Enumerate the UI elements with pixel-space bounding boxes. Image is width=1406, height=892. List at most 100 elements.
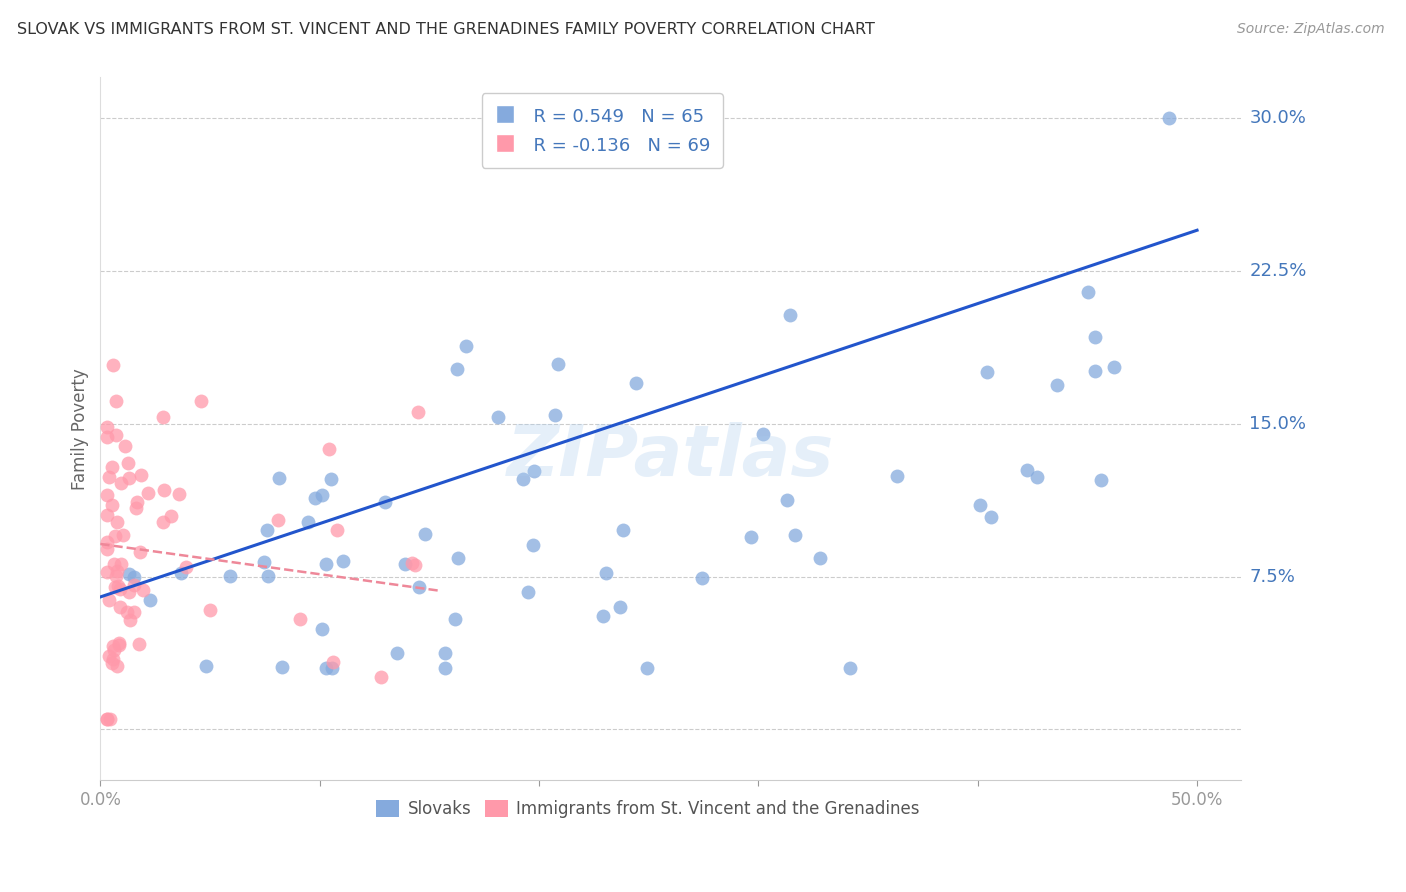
- Point: [886, 469, 908, 483]
- Point: [636, 661, 658, 675]
- Point: [105, 515, 128, 529]
- Point: [690, 571, 713, 585]
- Point: [253, 555, 276, 569]
- Point: [96, 566, 118, 580]
- Point: [107, 638, 129, 652]
- Point: [110, 476, 132, 491]
- Point: [332, 554, 354, 568]
- Legend: Slovaks, Immigrants from St. Vincent and the Grenadines: Slovaks, Immigrants from St. Vincent and…: [370, 793, 927, 825]
- Point: [404, 558, 426, 573]
- Point: [433, 661, 456, 675]
- Point: [96, 420, 118, 434]
- Point: [115, 605, 138, 619]
- Point: [96, 712, 118, 726]
- Point: [122, 577, 145, 591]
- Text: SLOVAK VS IMMIGRANTS FROM ST. VINCENT AND THE GRENADINES FAMILY POVERTY CORRELAT: SLOVAK VS IMMIGRANTS FROM ST. VINCENT AN…: [17, 22, 875, 37]
- Text: Source: ZipAtlas.com: Source: ZipAtlas.com: [1237, 22, 1385, 37]
- Point: [118, 584, 141, 599]
- Point: [370, 670, 392, 684]
- Point: [101, 358, 124, 372]
- Point: [522, 538, 544, 552]
- Point: [122, 570, 145, 584]
- Point: [315, 557, 337, 571]
- Point: [96, 488, 118, 502]
- Point: [104, 580, 127, 594]
- Point: [444, 612, 467, 626]
- Point: [969, 498, 991, 512]
- Point: [256, 523, 278, 537]
- Point: [101, 498, 124, 512]
- Point: [406, 405, 429, 419]
- Point: [270, 660, 292, 674]
- Point: [523, 464, 546, 478]
- Point: [288, 612, 311, 626]
- Point: [100, 657, 122, 671]
- Point: [132, 583, 155, 598]
- Y-axis label: Family Poverty: Family Poverty: [72, 368, 89, 490]
- Point: [195, 659, 218, 673]
- Point: [297, 515, 319, 529]
- Point: [101, 652, 124, 666]
- Point: [808, 550, 831, 565]
- Point: [1157, 111, 1180, 125]
- Point: [219, 568, 242, 582]
- Text: 30.0%: 30.0%: [1250, 109, 1306, 128]
- Point: [267, 513, 290, 527]
- Point: [107, 635, 129, 649]
- Point: [96, 541, 118, 556]
- Point: [125, 494, 148, 508]
- Point: [139, 593, 162, 607]
- Point: [96, 535, 118, 549]
- Text: 7.5%: 7.5%: [1250, 567, 1295, 585]
- Point: [120, 613, 142, 627]
- Point: [980, 509, 1002, 524]
- Point: [105, 565, 128, 579]
- Point: [595, 566, 617, 581]
- Point: [624, 376, 647, 390]
- Point: [486, 410, 509, 425]
- Point: [976, 365, 998, 379]
- Point: [107, 579, 129, 593]
- Point: [152, 409, 174, 424]
- Point: [547, 357, 569, 371]
- Point: [128, 637, 150, 651]
- Point: [304, 491, 326, 506]
- Point: [104, 568, 127, 582]
- Point: [269, 471, 291, 485]
- Point: [152, 483, 174, 497]
- Point: [517, 585, 540, 599]
- Point: [117, 456, 139, 470]
- Point: [104, 529, 127, 543]
- Point: [544, 408, 567, 422]
- Point: [129, 545, 152, 559]
- Point: [169, 487, 191, 501]
- Point: [111, 528, 134, 542]
- Point: [96, 430, 118, 444]
- Point: [174, 559, 197, 574]
- Point: [751, 426, 773, 441]
- Point: [415, 526, 437, 541]
- Point: [456, 339, 478, 353]
- Point: [97, 592, 120, 607]
- Point: [447, 550, 470, 565]
- Point: [118, 566, 141, 581]
- Text: 22.5%: 22.5%: [1250, 262, 1306, 280]
- Point: [740, 530, 762, 544]
- Point: [318, 442, 340, 456]
- Point: [1102, 360, 1125, 375]
- Point: [1017, 463, 1039, 477]
- Point: [408, 580, 430, 594]
- Point: [136, 486, 159, 500]
- Point: [433, 646, 456, 660]
- Point: [114, 439, 136, 453]
- Point: [97, 649, 120, 664]
- Point: [108, 582, 131, 596]
- Point: [105, 428, 128, 442]
- Point: [311, 622, 333, 636]
- Point: [98, 712, 121, 726]
- Point: [159, 508, 181, 523]
- Point: [311, 487, 333, 501]
- Point: [101, 639, 124, 653]
- Point: [1026, 470, 1049, 484]
- Point: [190, 393, 212, 408]
